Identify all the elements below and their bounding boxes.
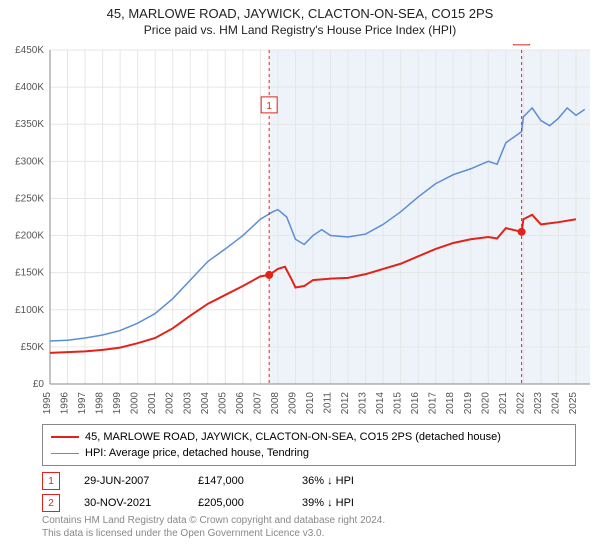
svg-text:2009: 2009	[287, 392, 298, 415]
svg-text:£300K: £300K	[15, 156, 44, 167]
svg-text:£350K: £350K	[15, 119, 44, 130]
svg-text:£450K: £450K	[15, 45, 44, 56]
svg-text:2020: 2020	[480, 392, 491, 415]
line-chart: £0 £50K £100K £150K £200K £250K £300K £350K £400…	[0, 44, 600, 420]
sale-date: 30-NOV-2021	[84, 497, 174, 509]
svg-text:2015: 2015	[393, 392, 404, 415]
title-address: 45, MARLOWE ROAD, JAYWICK, CLACTON-ON-SE…	[0, 0, 600, 21]
svg-text:£50K: £50K	[21, 342, 45, 353]
svg-text:2025: 2025	[568, 392, 579, 415]
svg-text:2012: 2012	[340, 392, 351, 415]
legend-row: 45, MARLOWE ROAD, JAYWICK, CLACTON-ON-SE…	[51, 429, 567, 445]
svg-text:2006: 2006	[235, 392, 246, 415]
svg-text:1995: 1995	[42, 392, 53, 415]
svg-text:2023: 2023	[533, 392, 544, 415]
legend: 45, MARLOWE ROAD, JAYWICK, CLACTON-ON-SE…	[42, 424, 576, 466]
svg-text:£250K: £250K	[15, 193, 44, 204]
legend-swatch	[51, 436, 79, 438]
svg-text:2003: 2003	[182, 392, 193, 415]
svg-text:2010: 2010	[305, 392, 316, 415]
legend-row: HPI: Average price, detached house, Tend…	[51, 445, 567, 461]
svg-text:2011: 2011	[323, 392, 334, 414]
svg-text:2000: 2000	[130, 392, 141, 415]
svg-text:2008: 2008	[270, 392, 281, 415]
svg-text:2022: 2022	[515, 392, 526, 415]
legend-swatch	[51, 453, 79, 454]
sale-price: £147,000	[198, 475, 278, 487]
svg-text:2016: 2016	[410, 392, 421, 415]
svg-text:2017: 2017	[428, 392, 439, 415]
svg-text:2018: 2018	[445, 392, 456, 415]
svg-text:2014: 2014	[375, 392, 386, 415]
svg-text:2001: 2001	[147, 392, 158, 415]
legend-label: HPI: Average price, detached house, Tend…	[85, 445, 309, 461]
svg-text:2007: 2007	[252, 392, 263, 415]
sale-date: 29-JUN-2007	[84, 475, 174, 487]
svg-text:2013: 2013	[358, 392, 369, 415]
sales-list: 1 29-JUN-2007 £147,000 36% ↓ HPI 2 30-NOV-202…	[42, 468, 558, 516]
svg-text:£100K: £100K	[15, 305, 44, 316]
footer-attribution: Contains HM Land Registry data © Crown c…	[42, 514, 385, 540]
title-subtitle: Price paid vs. HM Land Registry's House …	[0, 21, 600, 37]
legend-label: 45, MARLOWE ROAD, JAYWICK, CLACTON-ON-SE…	[85, 429, 501, 445]
sale-pct: 39% ↓ HPI	[302, 497, 354, 509]
chart-area: £0 £50K £100K £150K £200K £250K £300K £350K £400…	[0, 44, 600, 420]
svg-text:£0: £0	[33, 379, 45, 390]
sale-marker-icon: 1	[42, 472, 60, 490]
sale-pct: 36% ↓ HPI	[302, 475, 354, 487]
svg-text:2005: 2005	[217, 392, 228, 415]
svg-text:2021: 2021	[498, 392, 509, 415]
svg-text:1997: 1997	[77, 392, 88, 415]
footer-line1: Contains HM Land Registry data © Crown c…	[42, 514, 385, 527]
svg-text:1: 1	[266, 101, 272, 112]
sale-marker-icon: 2	[42, 494, 60, 512]
svg-text:2002: 2002	[165, 392, 176, 415]
sale-price: £205,000	[198, 497, 278, 509]
svg-text:£150K: £150K	[15, 268, 44, 279]
chart-container: 45, MARLOWE ROAD, JAYWICK, CLACTON-ON-SE…	[0, 0, 600, 560]
svg-text:1996: 1996	[60, 392, 71, 415]
sale-row: 1 29-JUN-2007 £147,000 36% ↓ HPI	[42, 472, 558, 490]
svg-text:2019: 2019	[463, 392, 474, 415]
svg-text:£400K: £400K	[15, 82, 44, 93]
svg-text:1998: 1998	[95, 392, 106, 415]
sale-row: 2 30-NOV-2021 £205,000 39% ↓ HPI	[42, 494, 558, 512]
footer-line2: This data is licensed under the Open Gov…	[42, 527, 385, 540]
svg-text:2024: 2024	[550, 392, 561, 415]
svg-text:2004: 2004	[200, 392, 211, 415]
svg-text:£200K: £200K	[15, 231, 44, 242]
svg-text:1999: 1999	[112, 392, 123, 415]
